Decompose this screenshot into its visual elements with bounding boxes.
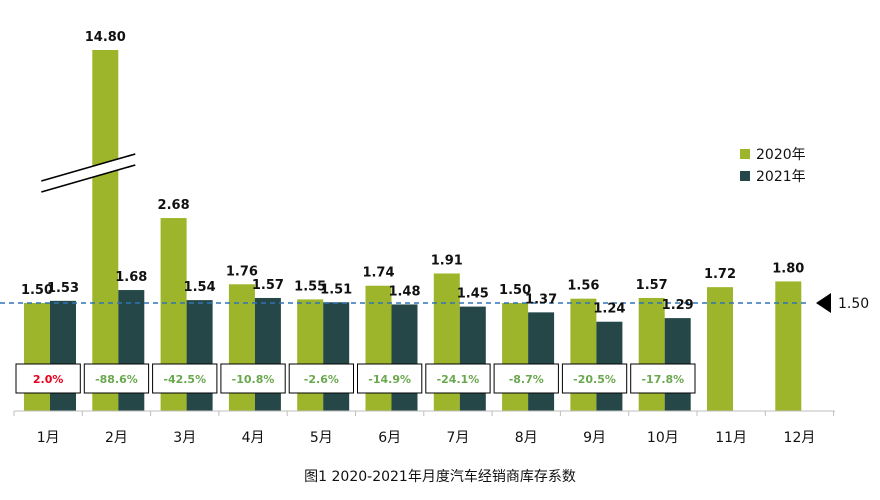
bar-2021-8: [528, 312, 555, 411]
legend-swatch-2021: [740, 171, 750, 181]
chart-caption: 图1 2020-2021年月度汽车经销商库存系数: [304, 468, 576, 485]
yoy-change-label-4: -10.8%: [232, 373, 275, 386]
yoy-box-frame-4: [220, 363, 286, 394]
yoy-change-label-7: -24.1%: [437, 373, 480, 386]
yoy-box-9: -20.5%: [561, 363, 628, 394]
yoy-box-frame-5: [288, 363, 355, 394]
value-label-2020-9: 1.56: [567, 279, 599, 294]
x-tick-label-11: 11月: [715, 430, 747, 446]
labels-layer: 1.501.531月14.801.682月2.681.543月1.761.574…: [21, 30, 869, 446]
value-label-2021-8: 1.37: [525, 292, 557, 307]
yoy-box-frame-7: [425, 363, 491, 394]
value-label-2020-4: 1.76: [226, 264, 258, 279]
axis-break-marks: [41, 153, 136, 193]
value-label-2021-5: 1.51: [320, 282, 352, 297]
legend-swatch-2020: [740, 149, 750, 159]
bar-2020-8: [502, 303, 529, 411]
value-label-2020-1: 1.50: [21, 283, 53, 298]
x-tick-label-10: 10月: [647, 430, 679, 446]
bar-2021-5: [323, 302, 350, 411]
axis-break-line-lower: [41, 164, 136, 193]
yoy-box-2: -88.6%: [83, 363, 150, 394]
yoy-box-10: -17.8%: [630, 363, 696, 394]
legend: 2020年 2021年: [740, 147, 806, 185]
yoy-box-frame-9: [561, 363, 628, 394]
value-label-2021-9: 1.24: [593, 302, 625, 317]
yoy-box-frame-3: [152, 363, 218, 394]
value-label-2021-4: 1.57: [252, 278, 284, 293]
yoy-change-label-10: -17.8%: [641, 373, 684, 386]
yoy-box-frame-8: [493, 363, 559, 394]
bar-2021-6: [391, 304, 418, 411]
x-tick-label-12: 12月: [784, 430, 816, 446]
bar-2021-3: [186, 300, 213, 411]
bar-2021-4: [254, 297, 281, 411]
value-label-2020-12: 1.80: [772, 261, 804, 276]
x-tick-label-8: 8月: [515, 430, 538, 446]
legend-label-2020: 2020年: [756, 147, 806, 163]
reference-marker-icon: [816, 293, 831, 313]
x-tick-label-6: 6月: [378, 430, 401, 446]
bar-2021-1: [50, 300, 76, 411]
yoy-change-label-1: 2.0%: [33, 373, 64, 386]
bars-layer: [24, 50, 802, 411]
yoy-box-4: -10.8%: [220, 363, 286, 394]
bar-2020-11: [707, 287, 733, 411]
x-tick-label-4: 4月: [242, 430, 265, 446]
yoy-change-label-3: -42.5%: [163, 373, 206, 386]
yoy-box-3: -42.5%: [152, 363, 218, 394]
yoy-box-1: 2.0%: [15, 363, 81, 394]
x-tick-label-9: 9月: [583, 430, 606, 446]
yoy-change-label-6: -14.9%: [368, 373, 411, 386]
yoy-box-7: -24.1%: [425, 363, 491, 394]
value-label-2020-8: 1.50: [499, 283, 531, 298]
bar-2021-7: [459, 306, 486, 411]
bar-2020-2: [92, 50, 119, 411]
value-label-2020-2: 14.80: [85, 30, 126, 45]
value-label-2020-11: 1.72: [704, 267, 736, 282]
yoy-change-label-2: -88.6%: [95, 373, 138, 386]
yoy-box-6: -14.9%: [357, 363, 423, 394]
yoy-change-label-8: -8.7%: [509, 373, 544, 386]
overlay-layer: 2.0% -88.6% -42.5% -10.8% -2.6% -14.9% -24.1% -…: [0, 153, 835, 416]
bar-2020-5: [297, 299, 324, 411]
x-tick-label-1: 1月: [37, 430, 60, 446]
x-tick-label-2: 2月: [105, 430, 128, 446]
bar-2020-10: [638, 297, 665, 411]
value-label-2020-6: 1.74: [362, 266, 394, 281]
reference-line-label: 1.50: [838, 296, 869, 312]
value-label-2020-7: 1.91: [431, 253, 463, 268]
yoy-box-frame-1: [15, 363, 81, 394]
value-label-2020-3: 2.68: [158, 198, 190, 213]
value-label-2021-3: 1.54: [184, 280, 216, 295]
value-label-2020-5: 1.55: [294, 279, 326, 294]
yoy-box-5: -2.6%: [288, 363, 355, 394]
yoy-box-frame-10: [630, 363, 696, 394]
value-label-2021-6: 1.48: [388, 284, 420, 299]
value-label-2021-2: 1.68: [115, 270, 147, 285]
value-label-2020-10: 1.57: [636, 278, 668, 293]
x-tick-label-5: 5月: [310, 430, 333, 446]
yoy-box-frame-2: [83, 363, 150, 394]
value-label-2021-10: 1.29: [662, 298, 694, 313]
legend-label-2021: 2021年: [756, 169, 806, 185]
yoy-change-label-9: -20.5%: [573, 373, 616, 386]
axis-break-gap: [41, 154, 136, 192]
x-tick-label-7: 7月: [446, 430, 469, 446]
axis-break-line-upper: [41, 153, 136, 182]
bar-2020-1: [24, 303, 50, 411]
x-tick-label-3: 3月: [173, 430, 196, 446]
yoy-box-frame-6: [357, 363, 423, 394]
yoy-box-8: -8.7%: [493, 363, 559, 394]
bar-2020-12: [775, 281, 802, 411]
value-label-2021-1: 1.53: [47, 281, 79, 296]
yoy-change-label-5: -2.6%: [304, 373, 339, 386]
value-label-2021-7: 1.45: [457, 287, 489, 302]
